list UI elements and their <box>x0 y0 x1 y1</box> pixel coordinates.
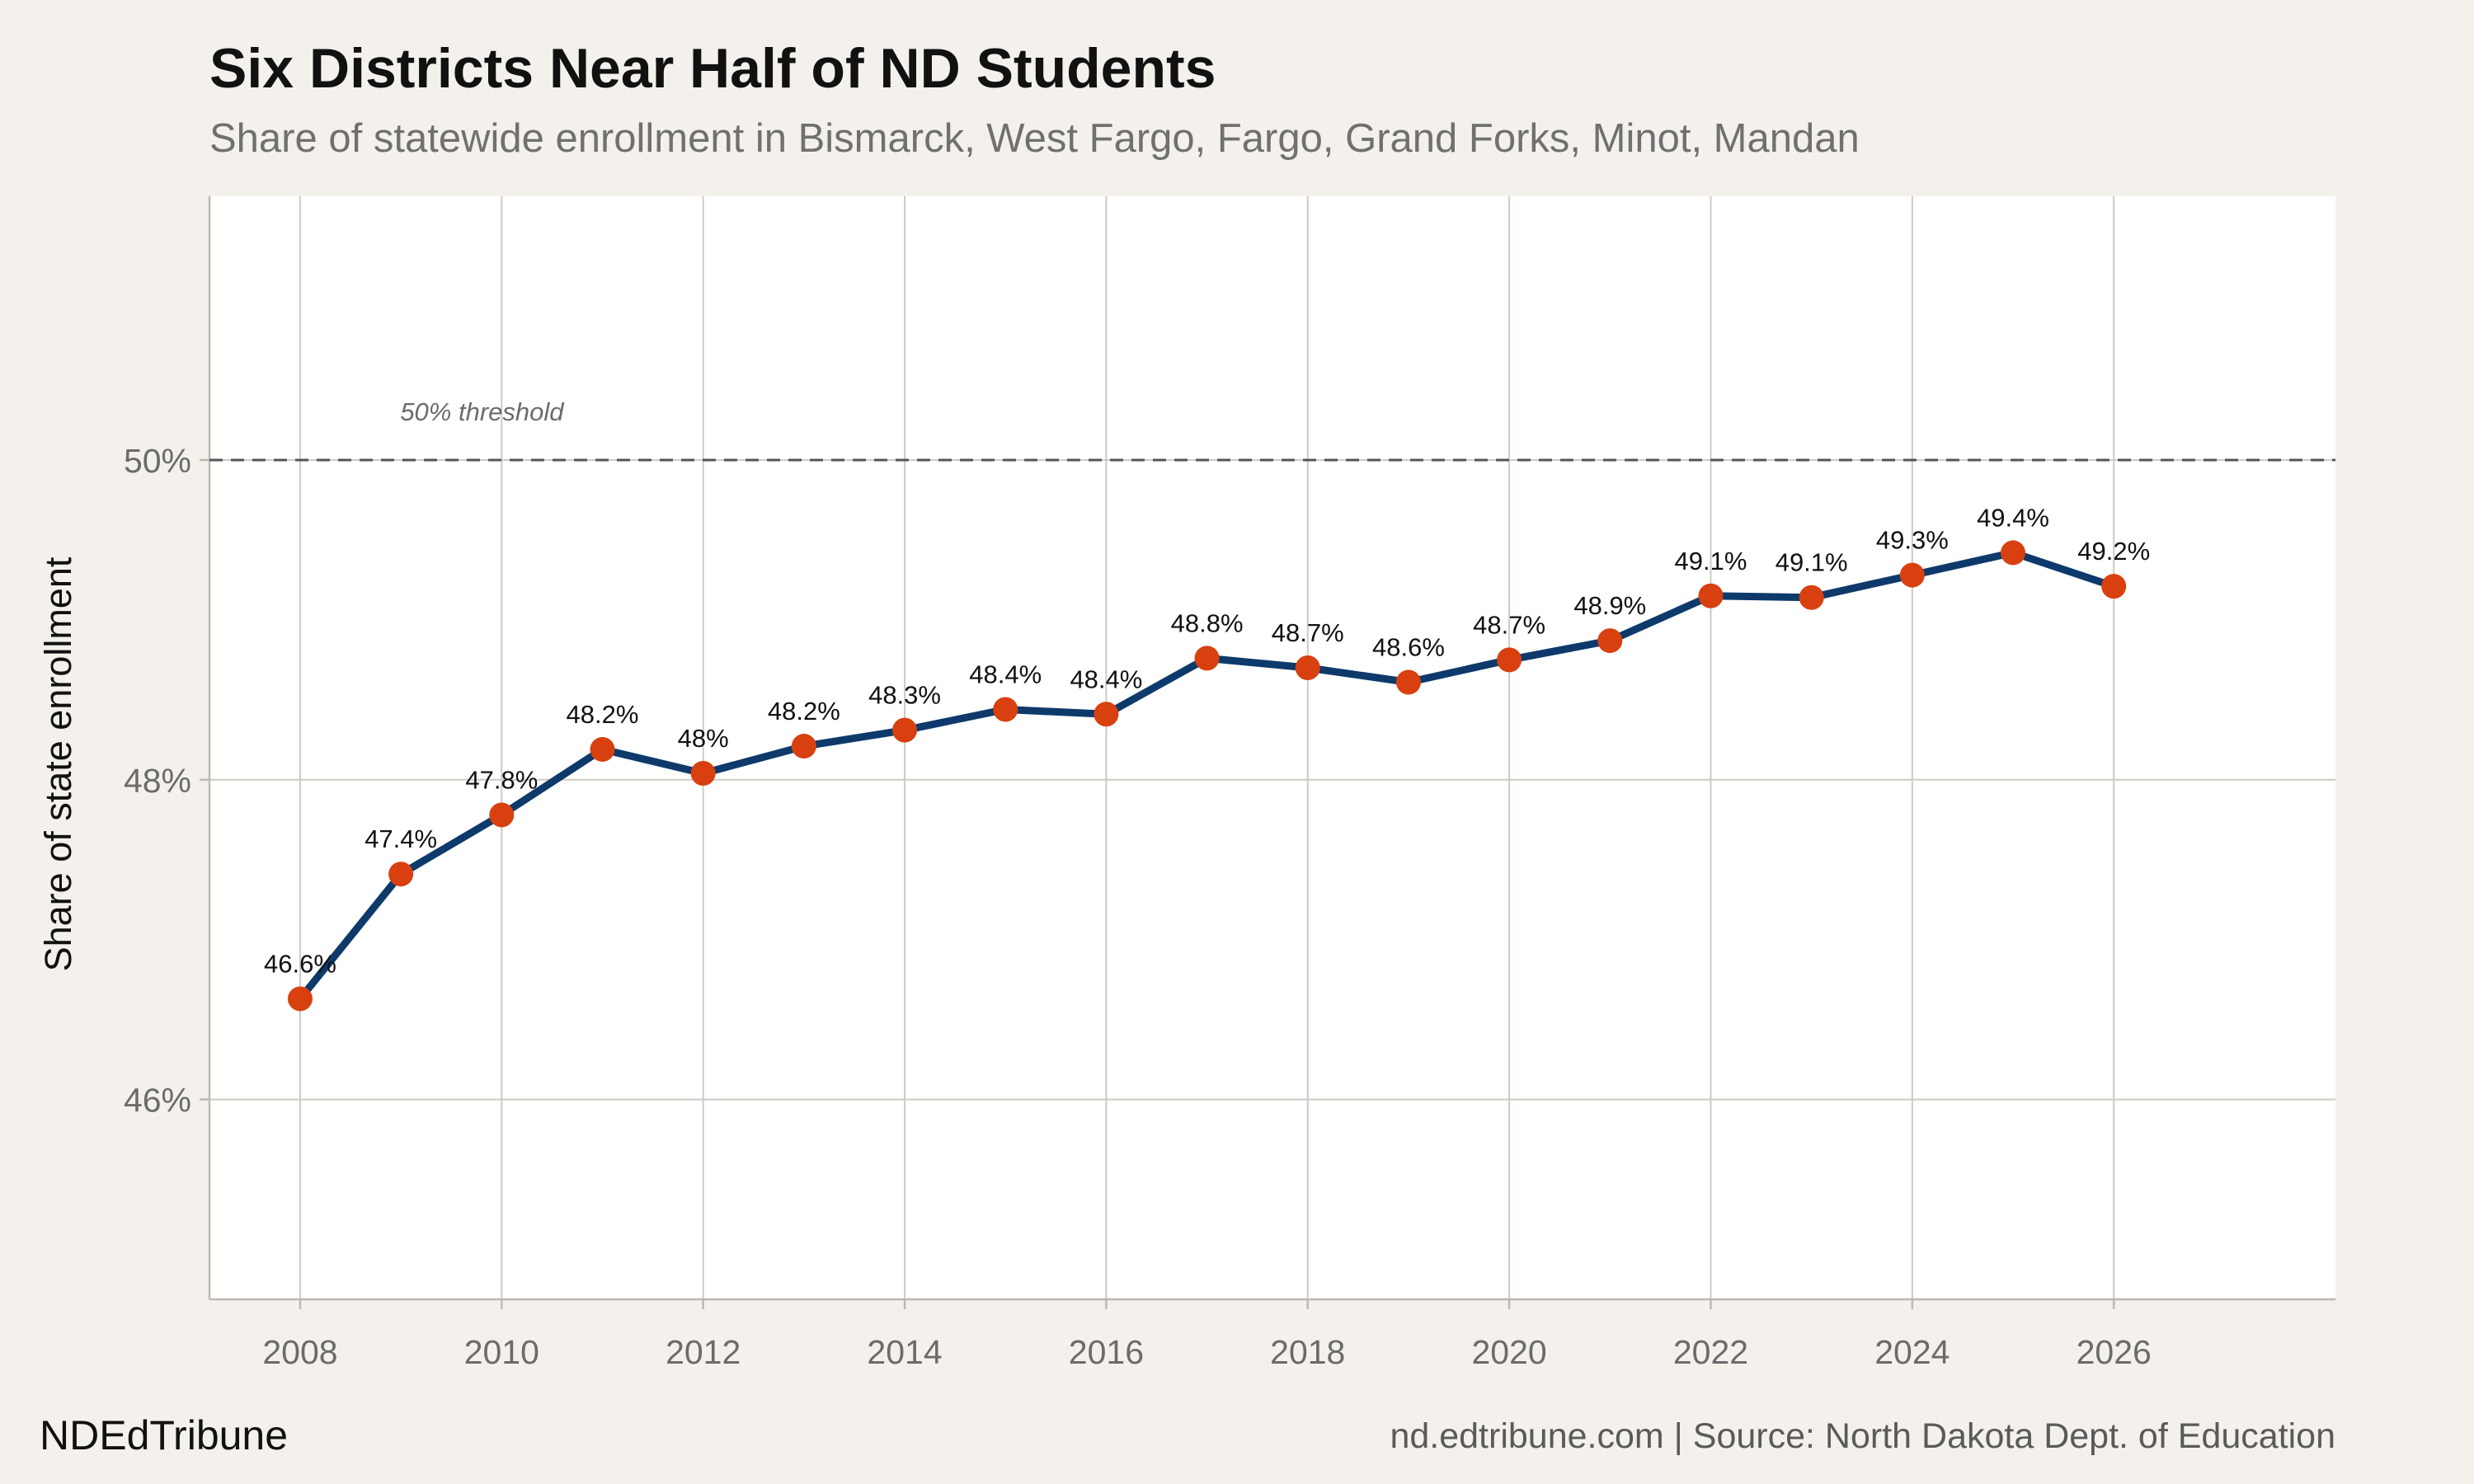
chart-title: Six Districts Near Half of ND Students <box>209 37 1216 100</box>
data-label: 48.2% <box>567 700 639 729</box>
data-label: 48.8% <box>1171 608 1244 637</box>
data-label: 46.6% <box>264 949 336 978</box>
data-points <box>287 540 2127 1012</box>
axes <box>200 196 2335 1309</box>
data-point <box>2101 574 2127 599</box>
data-point <box>2001 540 2026 566</box>
data-point <box>287 986 313 1012</box>
data-label: 48.4% <box>1070 665 1142 693</box>
data-point <box>489 802 515 828</box>
y-tick-label: 48% <box>124 762 191 800</box>
data-labels: 46.6% 47.4% 47.8% 48.2% 48% 48.2% 48.3% 48.4% 48… <box>264 503 2150 978</box>
plot-panel <box>209 196 2335 1299</box>
data-label: 48.7% <box>1473 610 1545 639</box>
data-point <box>590 736 615 762</box>
data-point <box>1497 647 1522 673</box>
data-point <box>1395 669 1421 695</box>
chart-subtitle: Share of statewide enrollment in Bismarc… <box>209 116 1860 161</box>
brand-name: NDEdTribune <box>40 1412 289 1458</box>
data-point <box>1799 585 1824 610</box>
data-point <box>388 862 414 887</box>
y-tick-label: 50% <box>124 442 191 480</box>
data-label: 47.4% <box>365 824 437 853</box>
x-tick-label: 2022 <box>1673 1333 1748 1371</box>
x-tick-label: 2020 <box>1472 1333 1547 1371</box>
data-label: 49.1% <box>1675 547 1747 575</box>
data-point <box>993 697 1018 722</box>
reference-line-label: 50% threshold <box>400 397 565 426</box>
data-label: 49.4% <box>1977 503 2049 532</box>
y-axis-label: Share of state enrollment <box>37 556 79 971</box>
data-label: 49.1% <box>1776 548 1848 577</box>
x-tick-label: 2008 <box>262 1333 337 1371</box>
data-label: 48.2% <box>768 697 840 726</box>
x-tick-label: 2018 <box>1270 1333 1345 1371</box>
data-point <box>892 717 918 743</box>
data-label: 49.2% <box>2077 537 2150 566</box>
x-tick-label: 2016 <box>1069 1333 1144 1371</box>
data-label: 47.8% <box>465 765 538 794</box>
tick-labels: 2008 2010 2012 2014 2016 2018 2020 2022 2024 2026… <box>124 442 2152 1371</box>
data-label: 48.6% <box>1372 632 1445 661</box>
data-point <box>791 734 816 759</box>
y-tick-label: 46% <box>124 1082 191 1120</box>
data-label: 48.9% <box>1573 591 1646 620</box>
data-label: 48.4% <box>969 660 1042 688</box>
data-label: 48.3% <box>868 681 941 710</box>
x-tick-label: 2024 <box>1874 1333 1950 1371</box>
source-note: nd.edtribune.com | Source: North Dakota … <box>1390 1416 2335 1456</box>
data-point <box>1899 562 1925 588</box>
x-tick-label: 2012 <box>666 1333 741 1371</box>
x-tick-label: 2010 <box>464 1333 539 1371</box>
data-label: 48% <box>678 724 729 753</box>
data-point <box>690 761 716 787</box>
data-point <box>1194 646 1220 671</box>
data-point <box>1698 583 1724 608</box>
x-tick-label: 2014 <box>867 1333 942 1371</box>
data-point <box>1094 702 1119 727</box>
data-point <box>1295 655 1320 681</box>
data-label: 48.7% <box>1272 618 1344 647</box>
data-point <box>1597 628 1623 654</box>
reference-line-group: 50% threshold <box>209 397 2335 462</box>
data-label: 49.3% <box>1876 526 1949 555</box>
x-tick-label: 2026 <box>2077 1333 2152 1371</box>
